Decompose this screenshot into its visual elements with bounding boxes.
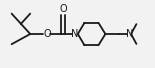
Text: N: N — [126, 29, 133, 39]
Text: N: N — [71, 29, 79, 39]
Text: O: O — [59, 4, 67, 14]
Text: O: O — [43, 29, 51, 39]
